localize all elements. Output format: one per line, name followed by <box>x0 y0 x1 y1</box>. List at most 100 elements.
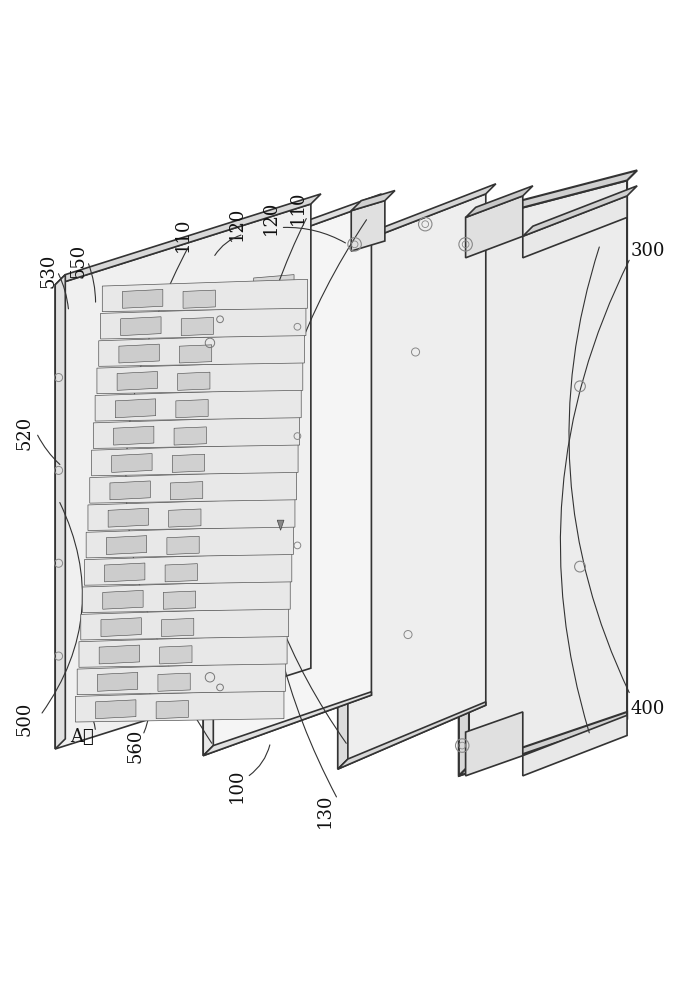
Polygon shape <box>76 690 284 722</box>
Polygon shape <box>164 591 195 609</box>
Polygon shape <box>247 455 288 476</box>
Text: 100: 100 <box>228 769 246 803</box>
Polygon shape <box>169 509 201 527</box>
Text: 530: 530 <box>39 254 57 288</box>
Polygon shape <box>459 712 627 776</box>
Polygon shape <box>249 395 290 416</box>
Polygon shape <box>183 290 216 308</box>
Polygon shape <box>254 275 294 296</box>
Polygon shape <box>79 635 287 667</box>
Text: 130: 130 <box>315 794 333 828</box>
Polygon shape <box>179 345 212 363</box>
Polygon shape <box>203 204 371 756</box>
Polygon shape <box>338 194 486 769</box>
Polygon shape <box>338 241 348 769</box>
Text: 550: 550 <box>70 244 88 278</box>
Text: 110: 110 <box>289 190 306 225</box>
Polygon shape <box>170 482 203 500</box>
Polygon shape <box>108 508 149 527</box>
Polygon shape <box>203 194 381 265</box>
Polygon shape <box>95 700 136 719</box>
Polygon shape <box>119 344 160 363</box>
Polygon shape <box>523 186 637 236</box>
Polygon shape <box>459 180 627 776</box>
Polygon shape <box>459 214 469 776</box>
Text: 120: 120 <box>262 200 279 235</box>
Polygon shape <box>244 545 285 566</box>
Polygon shape <box>338 184 496 251</box>
Polygon shape <box>55 194 321 285</box>
Text: 110: 110 <box>174 217 192 252</box>
Polygon shape <box>251 335 292 356</box>
Polygon shape <box>114 426 154 445</box>
Polygon shape <box>55 275 66 749</box>
Polygon shape <box>122 289 163 308</box>
Polygon shape <box>459 170 637 224</box>
Polygon shape <box>181 317 214 336</box>
Polygon shape <box>158 673 190 691</box>
Polygon shape <box>97 361 303 394</box>
Polygon shape <box>203 254 214 756</box>
Polygon shape <box>99 645 139 664</box>
Polygon shape <box>84 553 292 585</box>
Polygon shape <box>245 515 286 536</box>
Polygon shape <box>103 590 143 609</box>
Polygon shape <box>102 279 308 312</box>
Polygon shape <box>277 520 284 530</box>
Polygon shape <box>112 454 152 472</box>
Polygon shape <box>167 536 199 554</box>
Text: 500: 500 <box>16 701 34 736</box>
Polygon shape <box>523 715 627 776</box>
Polygon shape <box>88 498 295 530</box>
Polygon shape <box>203 692 371 756</box>
Polygon shape <box>251 365 291 386</box>
Polygon shape <box>93 416 299 448</box>
Polygon shape <box>101 307 306 339</box>
Polygon shape <box>523 196 627 258</box>
Polygon shape <box>91 443 298 476</box>
Polygon shape <box>241 635 282 656</box>
Polygon shape <box>90 471 297 503</box>
Polygon shape <box>110 481 150 500</box>
Polygon shape <box>253 305 293 326</box>
Text: 520: 520 <box>16 416 34 450</box>
Text: 560: 560 <box>127 728 145 763</box>
Polygon shape <box>80 608 289 640</box>
Polygon shape <box>243 575 284 596</box>
Text: 120: 120 <box>228 207 246 241</box>
Polygon shape <box>466 196 523 258</box>
Text: 300: 300 <box>631 242 665 260</box>
Polygon shape <box>338 702 486 769</box>
Polygon shape <box>97 672 138 691</box>
Polygon shape <box>352 201 385 251</box>
Polygon shape <box>77 662 285 695</box>
Polygon shape <box>240 665 281 686</box>
Polygon shape <box>156 700 189 719</box>
Polygon shape <box>176 400 208 418</box>
Polygon shape <box>466 712 523 776</box>
Polygon shape <box>105 563 145 582</box>
Polygon shape <box>117 371 158 390</box>
Polygon shape <box>172 454 205 472</box>
Polygon shape <box>352 191 395 211</box>
Text: A面: A面 <box>70 728 94 746</box>
Polygon shape <box>106 536 147 554</box>
Polygon shape <box>99 334 304 366</box>
Text: 400: 400 <box>631 700 665 718</box>
Polygon shape <box>101 618 141 637</box>
Polygon shape <box>242 605 283 626</box>
Polygon shape <box>82 580 290 613</box>
Polygon shape <box>162 618 194 637</box>
Polygon shape <box>116 399 155 418</box>
Polygon shape <box>466 186 533 217</box>
Polygon shape <box>249 425 289 446</box>
Polygon shape <box>121 317 161 336</box>
Polygon shape <box>95 389 301 421</box>
Polygon shape <box>247 485 287 506</box>
Polygon shape <box>160 646 192 664</box>
Polygon shape <box>174 427 206 445</box>
Polygon shape <box>55 204 311 749</box>
Polygon shape <box>86 526 293 558</box>
Polygon shape <box>178 372 210 390</box>
Polygon shape <box>165 564 197 582</box>
